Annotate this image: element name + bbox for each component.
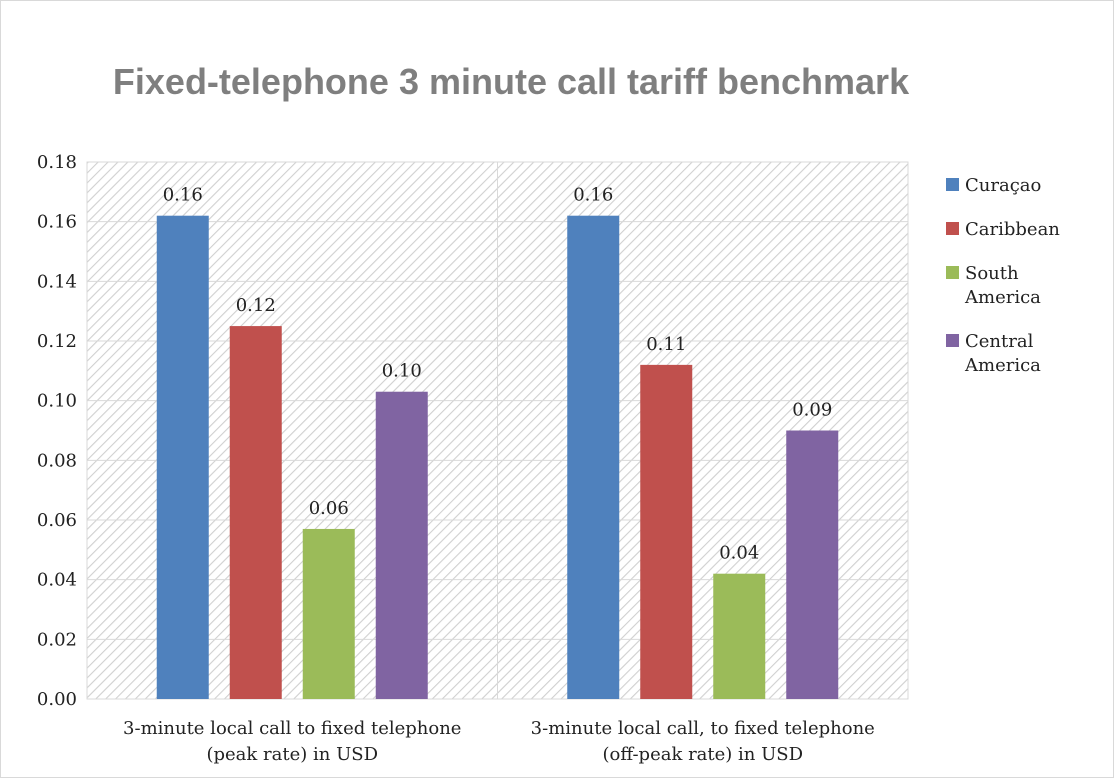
legend: Curaçao Caribbean South America Central Ameri…: [946, 175, 1060, 376]
legend-swatch: [946, 222, 959, 235]
y-tick-label: 0.06: [37, 510, 77, 531]
bar: [640, 364, 693, 699]
bar: [302, 528, 355, 699]
legend-label: Curaçao: [965, 175, 1041, 196]
y-axis: 0.00 0.02 0.04 0.06 0.08 0.10 0.12 0.14 0.16 0.18: [37, 152, 77, 710]
gridlines: [87, 161, 908, 700]
x-category-label: (peak rate) in USD: [206, 744, 378, 765]
bar: [713, 573, 766, 699]
y-tick-label: 0.18: [37, 152, 77, 173]
data-label: 0.09: [792, 400, 832, 421]
x-category-label: (off-peak rate) in USD: [602, 744, 803, 765]
x-axis: 3-minute local call to fixed telephone (p…: [123, 718, 875, 765]
x-category-label: 3-minute local call to fixed telephone: [123, 718, 461, 739]
legend-label: Central: [965, 331, 1034, 352]
bars: [156, 215, 839, 699]
y-tick-label: 0.12: [37, 331, 77, 352]
chart-title: Fixed-telephone 3 minute call tariff ben…: [113, 61, 910, 102]
y-tick-label: 0.10: [37, 391, 77, 412]
data-label: 0.04: [719, 543, 759, 564]
data-label: 0.11: [646, 334, 686, 355]
y-tick-label: 0.16: [37, 212, 77, 233]
bar: [375, 391, 428, 699]
legend-swatch: [946, 334, 959, 347]
legend-swatch: [946, 178, 959, 191]
legend-label: America: [964, 287, 1041, 308]
data-label: 0.10: [382, 361, 422, 382]
legend-label: America: [964, 355, 1041, 376]
legend-swatch: [946, 266, 959, 279]
y-tick-label: 0.00: [37, 689, 77, 710]
legend-label: Caribbean: [965, 219, 1060, 240]
y-tick-label: 0.04: [37, 570, 77, 591]
legend-label: South: [965, 263, 1019, 284]
bar: [567, 215, 620, 699]
data-label: 0.16: [163, 185, 203, 206]
data-label: 0.16: [573, 185, 613, 206]
y-tick-label: 0.02: [37, 629, 77, 650]
bar: [786, 430, 839, 699]
x-category-label: 3-minute local call, to fixed telephone: [531, 718, 875, 739]
data-labels: 0.16 0.12 0.06 0.10 0.16 0.11 0.04 0.09: [163, 185, 833, 564]
y-tick-label: 0.08: [37, 450, 77, 471]
data-label: 0.12: [236, 295, 276, 316]
data-label: 0.06: [309, 498, 349, 519]
bar: [229, 326, 282, 699]
y-tick-label: 0.14: [37, 271, 77, 292]
bar: [156, 215, 209, 699]
